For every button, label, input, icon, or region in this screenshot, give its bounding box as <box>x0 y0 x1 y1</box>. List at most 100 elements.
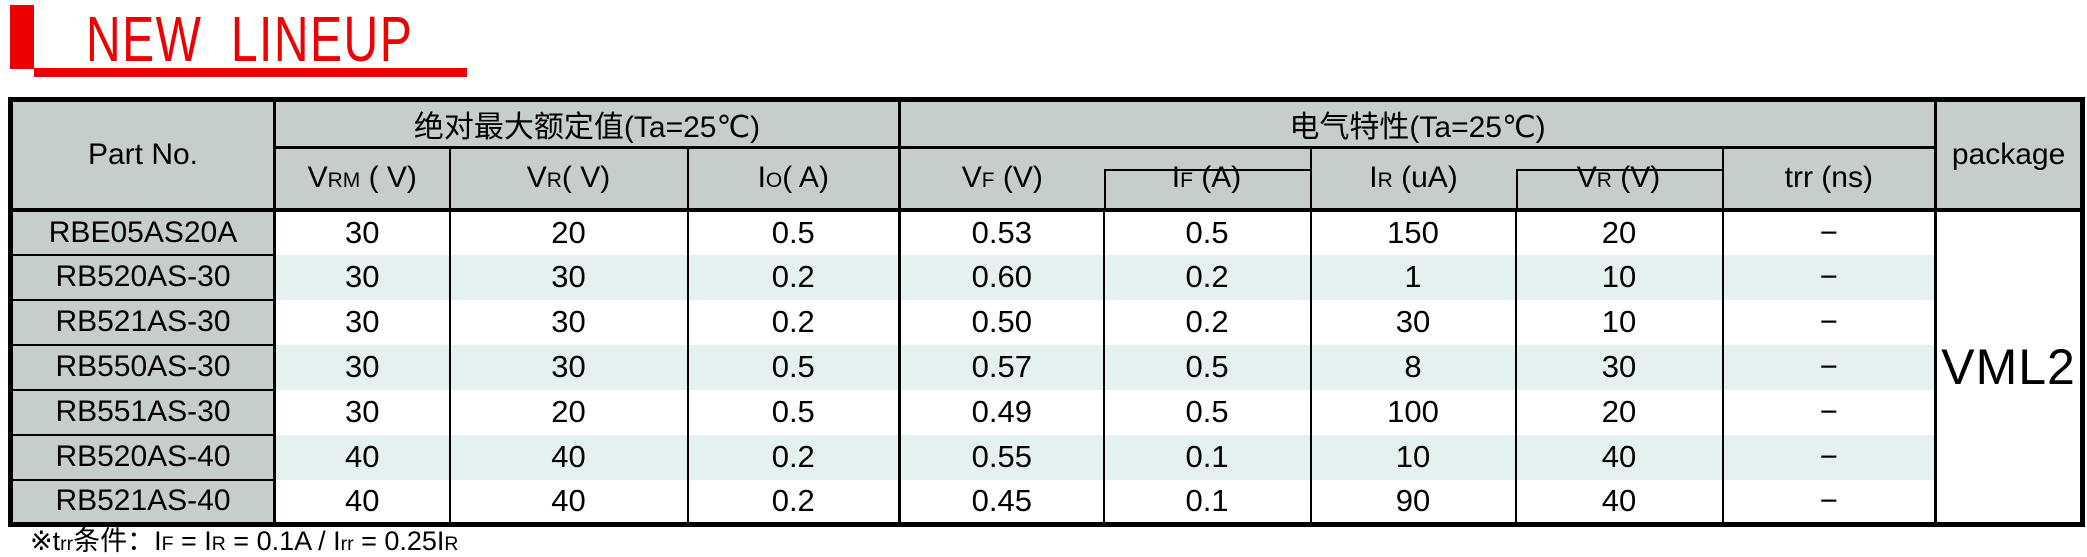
vr-cell: 20 <box>448 389 689 435</box>
vrm-cell: 40 <box>273 434 451 480</box>
title-underline <box>34 68 467 77</box>
trr-cell: − <box>1721 434 1937 480</box>
col-header-ir-sub: R <box>1377 169 1393 193</box>
io-cell: 0.2 <box>686 479 901 525</box>
if-cell: 0.5 <box>1102 389 1312 435</box>
group-header-electrical-characteristics: 电气特性(Ta=25℃) <box>898 98 1937 149</box>
table-row: RB521AS-40 40 40 0.2 0.45 0.1 90 40 − <box>9 478 2083 526</box>
vr2-cell: 40 <box>1514 479 1724 525</box>
vrm-cell: 30 <box>273 344 451 390</box>
io-cell: 0.2 <box>686 434 901 480</box>
col-header-vr: VR( V) <box>448 147 689 212</box>
col-header-trr-base: trr <box>1784 161 1813 195</box>
if-cell: 0.2 <box>1102 254 1312 300</box>
part-no-cell: RB520AS-40 <box>9 433 276 481</box>
ir-cell: 90 <box>1309 479 1517 525</box>
vr2-cell: 10 <box>1514 299 1724 345</box>
group-header-absolute-max-ratings: 绝对最大额定值(Ta=25℃) <box>273 98 901 149</box>
table-row: RBE05AS20A 30 20 0.5 0.53 0.5 150 20 − V… <box>9 208 2084 525</box>
col-header-io: IO( A) <box>686 147 901 212</box>
part-no-cell: RB551AS-30 <box>9 388 276 436</box>
vrm-cell: 30 <box>273 299 451 345</box>
col-header-io-base: I <box>757 161 766 195</box>
part-no-cell: RB520AS-30 <box>9 253 276 301</box>
ir-cell: 10 <box>1309 434 1517 480</box>
trr-condition-note: ※trr条件：IF = IR = 0.1A / Irr = 0.25IR <box>30 519 458 557</box>
if-cell: 0.5 <box>1102 209 1312 255</box>
ir-cell: 150 <box>1309 209 1517 255</box>
ir-cell: 1 <box>1309 254 1517 300</box>
col-header-trr-unit: (ns) <box>1812 161 1873 195</box>
col-header-part-no: Part No. <box>9 98 276 212</box>
vf-cell: 0.57 <box>898 344 1105 390</box>
trr-cell: − <box>1721 479 1937 525</box>
vr2-cell: 30 <box>1514 344 1724 390</box>
table-row: RB520AS-40 40 40 0.2 0.55 0.1 10 40 − <box>9 433 2083 481</box>
io-cell: 0.5 <box>686 209 901 255</box>
col-header-vrm-sub: RM <box>327 169 361 193</box>
col-header-ir: IR (uA) <box>1310 147 1516 212</box>
table-row: RB551AS-30 30 20 0.5 0.49 0.5 100 20 − <box>9 388 2083 436</box>
col-header-vr2-unit: (V) <box>1611 161 1661 195</box>
table-row: RB521AS-30 30 30 0.2 0.50 0.2 30 10 − <box>9 298 2083 346</box>
io-cell: 0.2 <box>686 254 901 300</box>
note-sub: R <box>444 533 459 555</box>
vrm-cell: 40 <box>273 479 451 525</box>
if-cell: 0.2 <box>1102 299 1312 345</box>
note-text: = I <box>173 526 212 556</box>
vf-cell: 0.53 <box>898 209 1105 255</box>
vr-cell: 30 <box>448 254 689 300</box>
col-header-vr-unit: ( V) <box>561 161 611 195</box>
note-sub: rr <box>340 533 354 555</box>
note-sub: F <box>161 533 174 555</box>
vr-cell: 40 <box>448 434 689 480</box>
part-no-cell: RB521AS-40 <box>9 478 276 526</box>
io-cell: 0.5 <box>686 344 901 390</box>
vf-cell: 0.55 <box>898 434 1105 480</box>
col-header-if-sub: F <box>1180 169 1193 193</box>
col-header-vr2-base: V <box>1576 161 1597 195</box>
col-header-vrm-base: V <box>307 161 328 195</box>
vr2-cell: 10 <box>1514 254 1724 300</box>
vr2-cell: 20 <box>1514 209 1724 255</box>
page-title: NEW LINEUP <box>86 3 414 75</box>
title-accent-bar <box>10 5 34 69</box>
col-header-vf-base: V <box>961 161 982 195</box>
vr-cell: 30 <box>448 299 689 345</box>
trr-cell: − <box>1721 299 1937 345</box>
note-sub: R <box>211 533 226 555</box>
vrm-cell: 30 <box>273 209 451 255</box>
if-cell: 0.5 <box>1102 344 1312 390</box>
trr-cell: − <box>1721 209 1937 255</box>
col-header-trr: trr (ns) <box>1721 147 1937 212</box>
trr-cell: − <box>1721 344 1937 390</box>
ir-cell: 8 <box>1309 344 1517 390</box>
if-cell: 0.1 <box>1102 434 1312 480</box>
col-header-vr-sub: R <box>546 169 562 193</box>
col-header-ir-unit: (uA) <box>1392 161 1458 195</box>
vf-cell: 0.45 <box>898 479 1105 525</box>
vf-cell: 0.50 <box>898 299 1105 345</box>
vr2-cell: 20 <box>1514 389 1724 435</box>
col-header-ir-base: I <box>1369 161 1378 195</box>
vrm-cell: 30 <box>273 254 451 300</box>
col-header-vf-unit: (V) <box>994 161 1043 195</box>
io-cell: 0.2 <box>686 299 901 345</box>
col-header-vf: VF (V) <box>898 147 1104 212</box>
column-header-row: VRM ( V) VR( V) IO( A) VF (V) IF (A) IR … <box>11 147 2083 212</box>
part-no-cell: RBE05AS20A <box>9 208 276 256</box>
vrm-cell: 30 <box>273 389 451 435</box>
table-row: RB550AS-30 30 30 0.5 0.57 0.5 8 30 − <box>9 343 2083 391</box>
lineup-table: Part No. 绝对最大额定值(Ta=25℃) 电气特性(Ta=25℃) pa… <box>8 97 2086 527</box>
ir-cell: 30 <box>1309 299 1517 345</box>
vr-cell: 40 <box>448 479 689 525</box>
group-header-row: Part No. 绝对最大额定值(Ta=25℃) 电气特性(Ta=25℃) pa… <box>9 98 2084 212</box>
vr-cell: 30 <box>448 344 689 390</box>
trr-cell: − <box>1721 389 1937 435</box>
col-header-io-sub: O <box>765 169 783 193</box>
note-sub: rr <box>60 533 74 555</box>
col-header-vr2: VR (V) <box>1515 147 1723 212</box>
note-text: 条件：I <box>73 526 162 556</box>
io-cell: 0.5 <box>686 389 901 435</box>
